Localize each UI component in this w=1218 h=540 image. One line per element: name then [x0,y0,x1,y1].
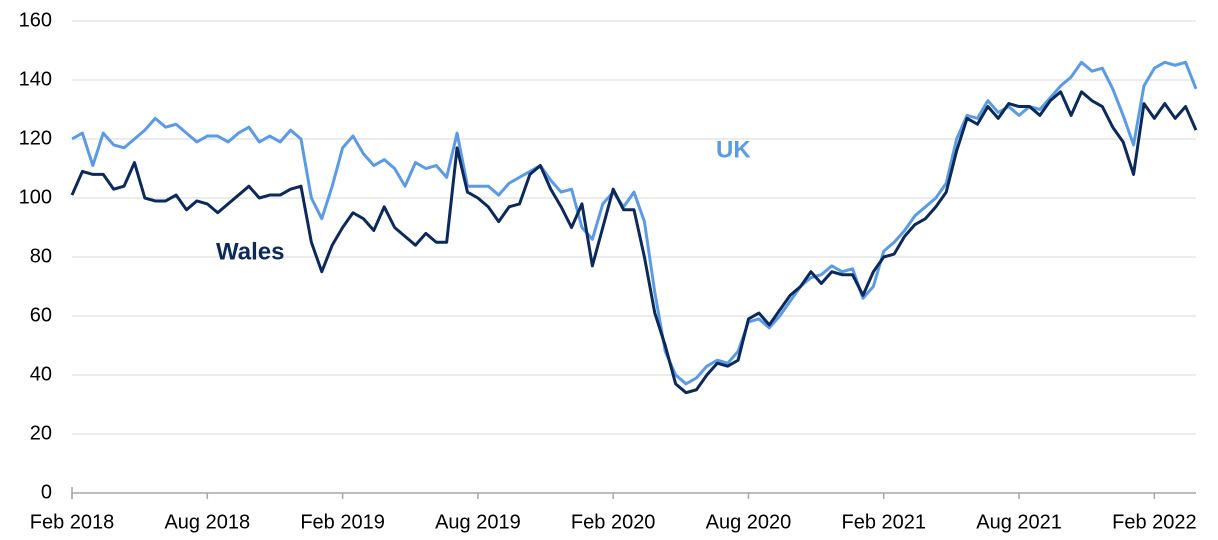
y-tick-label: 20 [30,422,52,444]
x-tick-label: Feb 2019 [300,511,385,533]
y-tick-label: 60 [30,304,52,326]
x-tick-label: Feb 2022 [1112,511,1197,533]
x-tick-label: Feb 2020 [571,511,656,533]
x-tick-label: Aug 2021 [976,511,1062,533]
line-wales [70,90,1198,395]
x-tick-label: Feb 2018 [30,511,115,533]
y-tick-label: 100 [19,186,52,208]
y-tick-label: 0 [41,481,52,503]
line-uk [71,60,1198,386]
annotation-wales: Wales [216,238,284,265]
y-tick-label: 160 [19,9,52,31]
y-tick-label: 40 [30,363,52,385]
x-tick-label: Aug 2018 [164,511,250,533]
y-tick-label: 80 [30,245,52,267]
x-tick-label: Feb 2021 [842,511,927,533]
y-tick-label: 140 [19,68,52,90]
y-tick-label: 120 [19,127,52,149]
x-tick-label: Aug 2019 [435,511,521,533]
annotation-uk: UK [716,136,751,163]
x-tick-label: Aug 2020 [706,511,792,533]
